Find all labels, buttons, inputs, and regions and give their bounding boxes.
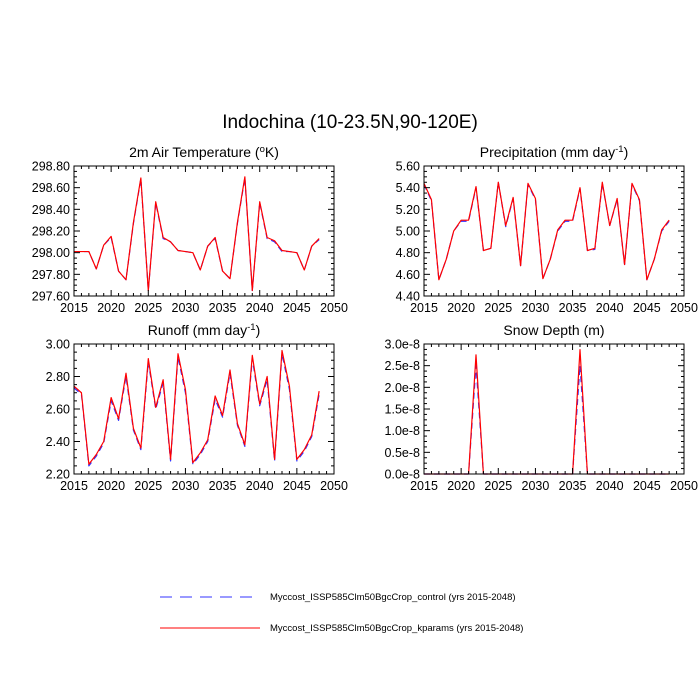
x-tick-label: 2025 — [484, 479, 512, 493]
x-tick-label: 2035 — [559, 479, 587, 493]
panel-title-snow-depth: Snow Depth (m) — [503, 322, 604, 338]
y-tick-label: 1.0e-8 — [385, 424, 420, 438]
series-line-kparams-snow-depth — [424, 349, 670, 475]
x-tick-label: 2025 — [484, 301, 512, 315]
series-line-control-runoff — [73, 353, 320, 467]
y-tick-label: 3.00 — [46, 338, 70, 352]
x-tick-label: 2030 — [172, 479, 200, 493]
x-tick-label: 2030 — [522, 479, 550, 493]
figure-title: Indochina (10-23.5N,90-120E) — [222, 112, 478, 133]
panel-title-precipitation: Precipitation (mm day-1) — [480, 144, 629, 160]
x-tick-label: 2040 — [596, 479, 624, 493]
y-tick-label: 5.60 — [396, 160, 420, 174]
y-tick-label: 298.20 — [32, 225, 70, 239]
y-tick-label: 2.5e-8 — [385, 359, 420, 373]
x-tick-label: 2025 — [134, 479, 162, 493]
legend-label-kparams: Myccost_ISSP585Clm50BgcCrop_kparams (yrs… — [270, 623, 523, 634]
y-tick-label: 298.40 — [32, 203, 70, 217]
x-tick-label: 2040 — [246, 479, 274, 493]
y-tick-label: 4.60 — [396, 268, 420, 282]
x-tick-label: 2050 — [320, 479, 348, 493]
x-tick-label: 2030 — [172, 301, 200, 315]
y-tick-label: 5.40 — [396, 181, 420, 195]
panel-air-temperature: 2m Air Temperature (oK) 2015 2020 2025 2030 2… — [32, 144, 348, 315]
x-tick-label: 2050 — [320, 301, 348, 315]
y-tick-label: 297.80 — [32, 268, 70, 282]
y-tick-label: 298.60 — [32, 181, 70, 195]
y-tick-label: 1.5e-8 — [385, 403, 420, 417]
y-tick-label: 2.0e-8 — [385, 381, 420, 395]
x-tick-label: 2020 — [447, 301, 475, 315]
x-tick-label: 2020 — [447, 479, 475, 493]
x-tick-label: 2030 — [522, 301, 550, 315]
y-tick-label: 0.0e-8 — [385, 468, 420, 482]
panel-title-air-temperature: 2m Air Temperature (oK) — [129, 144, 279, 160]
x-tick-label: 2045 — [633, 479, 661, 493]
panel-title-runoff: Runoff (mm day-1) — [148, 322, 260, 338]
y-tick-label: 298.00 — [32, 246, 70, 260]
plot-frame-runoff — [73, 343, 335, 475]
legend: Myccost_ISSP585Clm50BgcCrop_control (yrs… — [160, 592, 523, 634]
plot-frame-snow-depth — [423, 343, 685, 475]
panel-precipitation: Precipitation (mm day-1) 2015 2020 2025 2030… — [396, 144, 698, 315]
x-tick-label: 2035 — [209, 479, 237, 493]
x-tick-label: 2040 — [596, 301, 624, 315]
x-tick-label: 2015 — [410, 301, 438, 315]
x-tick-label: 2015 — [60, 479, 88, 493]
y-tick-label: 2.80 — [46, 370, 70, 384]
x-tick-label: 2025 — [134, 301, 162, 315]
y-tick-label: 4.40 — [396, 290, 420, 304]
plot-frame-precipitation — [423, 165, 685, 297]
x-tick-label: 2035 — [209, 301, 237, 315]
x-tick-label: 2050 — [670, 301, 698, 315]
y-tick-label: 0.5e-8 — [385, 446, 420, 460]
series-line-control-precipitation — [423, 181, 670, 281]
y-tick-label: 2.60 — [46, 403, 70, 417]
x-tick-label: 2015 — [410, 479, 438, 493]
legend-label-control: Myccost_ISSP585Clm50BgcCrop_control (yrs… — [270, 592, 516, 603]
x-tick-label: 2015 — [60, 301, 88, 315]
y-tick-label: 2.40 — [46, 435, 70, 449]
series-line-kparams-air-temperature — [74, 176, 320, 292]
x-tick-label: 2050 — [670, 479, 698, 493]
series-line-control-snow-depth — [424, 365, 670, 475]
y-tick-label: 4.80 — [396, 246, 420, 260]
y-tick-label: 298.80 — [32, 160, 70, 174]
x-tick-label: 2035 — [559, 301, 587, 315]
x-tick-label: 2045 — [283, 479, 311, 493]
plot-frame-air-temperature — [73, 165, 335, 297]
series-line-kparams-runoff — [73, 349, 320, 465]
panel-runoff: Runoff (mm day-1) 2015 2020 2025 2030 2035 204… — [46, 322, 348, 493]
chart-panels: 2m Air Temperature (oK) 2015 2020 2025 2030 2… — [32, 144, 698, 493]
y-tick-label: 5.00 — [396, 225, 420, 239]
x-tick-label: 2020 — [97, 479, 125, 493]
y-tick-label: 3.0e-8 — [385, 338, 420, 352]
x-tick-label: 2045 — [633, 301, 661, 315]
x-tick-label: 2040 — [246, 301, 274, 315]
x-tick-label: 2020 — [97, 301, 125, 315]
series-line-control-air-temperature — [74, 177, 320, 292]
y-tick-label: 5.20 — [396, 203, 420, 217]
y-tick-label: 297.60 — [32, 290, 70, 304]
panel-snow-depth: Snow Depth (m) 2015 2020 2025 2030 2035 2040 20… — [385, 322, 698, 493]
series-line-kparams-precipitation — [423, 181, 670, 281]
x-tick-label: 2045 — [283, 301, 311, 315]
y-tick-label: 2.20 — [46, 468, 70, 482]
